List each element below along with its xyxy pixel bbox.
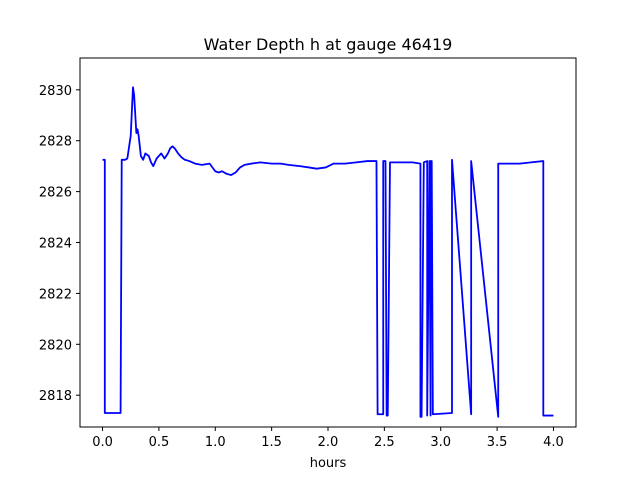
axes-frame — [79, 57, 577, 428]
x-tick-label: 2.5 — [374, 435, 395, 450]
x-axis: 0.0 0.5 1.0 1.5 2.0 2.5 3.0 3.5 4.0 — [92, 427, 564, 450]
x-tick-label: 0.0 — [92, 435, 113, 450]
series-line-0 — [102, 86, 554, 418]
x-tick-label: 2.0 — [318, 435, 339, 450]
y-axis: 2818 2820 2822 2824 2826 2828 2830 — [39, 84, 80, 404]
y-tick-label: 2818 — [39, 389, 72, 404]
y-tick-label: 2828 — [39, 135, 72, 150]
plot-area — [102, 86, 554, 418]
y-tick-label: 2820 — [39, 338, 72, 353]
chart-title: Water Depth h at gauge 46419 — [204, 35, 453, 54]
y-tick-label: 2826 — [39, 186, 72, 201]
y-tick-label: 2822 — [39, 287, 72, 302]
y-tick-label: 2830 — [39, 84, 72, 99]
x-tick-label: 3.0 — [430, 435, 451, 450]
x-tick-label: 0.5 — [149, 435, 170, 450]
x-tick-label: 1.5 — [261, 435, 282, 450]
x-axis-label: hours — [310, 456, 347, 471]
y-tick-label: 2824 — [39, 237, 72, 252]
x-tick-label: 3.5 — [487, 435, 508, 450]
x-tick-label: 1.0 — [205, 435, 226, 450]
x-tick-label: 4.0 — [543, 435, 564, 450]
